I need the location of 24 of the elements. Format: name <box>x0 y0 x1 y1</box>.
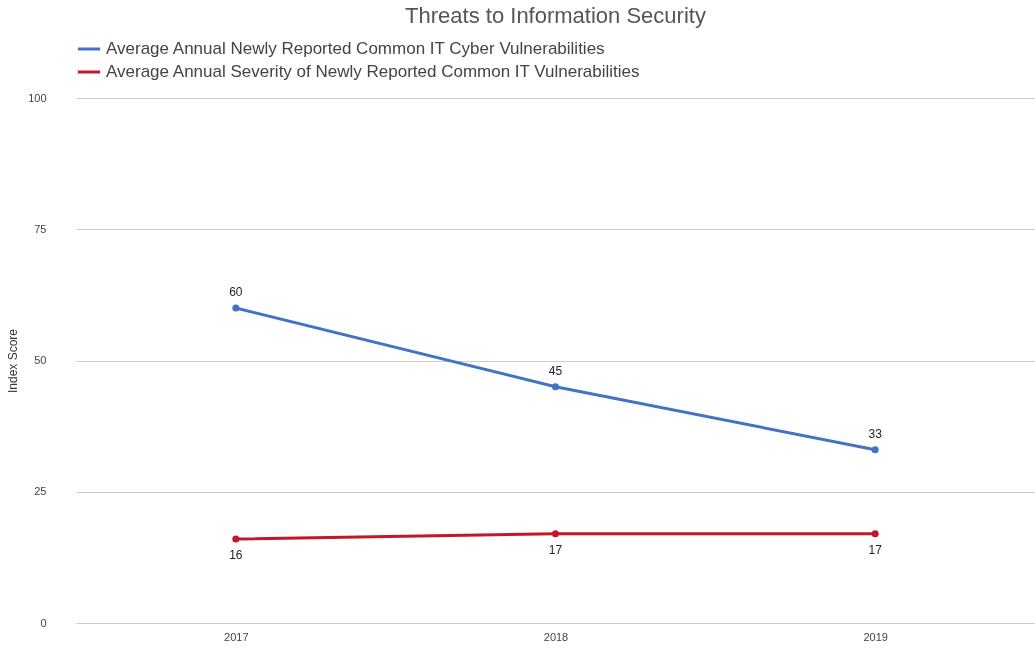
legend-label: Average Annual Newly Reported Common IT Cyber Vulnerabilities <box>106 39 605 58</box>
y-tick-label: 0 <box>40 616 47 629</box>
x-tick-label: 2018 <box>543 630 569 643</box>
y-tick-label: 50 <box>34 354 47 366</box>
y-tick-label: 25 <box>34 485 47 498</box>
data-label: 45 <box>548 363 563 378</box>
x-tick-label: 2019 <box>863 630 888 643</box>
point <box>232 535 240 543</box>
legend-label: Average Annual Severity of Newly Reported Common IT Vulnerabilities <box>106 62 640 81</box>
x-tick-label: 2017 <box>224 630 249 643</box>
point <box>871 446 879 454</box>
y-tick-label: 75 <box>34 222 47 235</box>
data-label: 16 <box>229 548 243 562</box>
point <box>871 530 879 538</box>
y-tick-label: 100 <box>28 91 47 104</box>
point <box>232 304 240 312</box>
data-label: 17 <box>868 542 883 557</box>
data-label: 33 <box>868 426 883 441</box>
point <box>551 383 560 391</box>
point <box>551 530 560 538</box>
data-label: 17 <box>548 542 563 557</box>
chart-title: Threats to Information Security <box>405 3 706 28</box>
data-label: 60 <box>229 285 243 299</box>
y-axis-title: Index Score <box>6 328 21 394</box>
